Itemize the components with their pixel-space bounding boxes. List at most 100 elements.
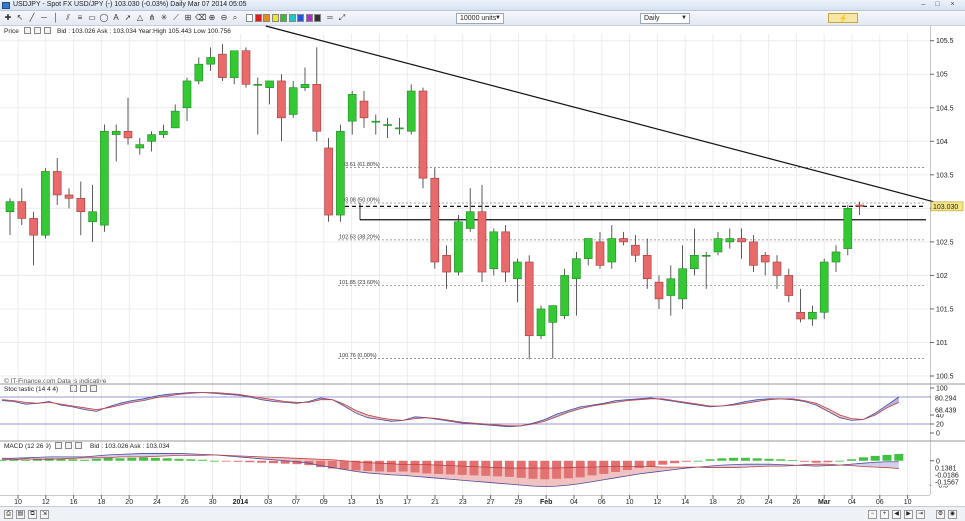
save-icon[interactable]: ▤ xyxy=(16,510,25,519)
panel-close-icon[interactable] xyxy=(80,385,87,392)
minimize-icon[interactable]: – xyxy=(921,1,926,8)
candle xyxy=(159,130,168,135)
fib-level-label: 103.08 (50.00%) xyxy=(339,197,380,203)
expand-tool-icon[interactable]: ⤢ xyxy=(338,13,346,22)
candle xyxy=(631,244,640,256)
candle xyxy=(147,134,156,142)
candle xyxy=(772,261,782,276)
panel-settings-icon[interactable] xyxy=(55,442,62,449)
macd-fill xyxy=(556,467,569,487)
text-tool-icon[interactable]: A xyxy=(113,13,119,22)
macd-histogram-bar xyxy=(445,460,455,475)
macd-histogram-bar xyxy=(68,459,78,461)
settings-icon[interactable]: ⚙ xyxy=(936,510,945,519)
color-swatch[interactable] xyxy=(297,14,304,22)
x-tick-label: 24 xyxy=(153,499,161,506)
color-swatch[interactable] xyxy=(246,14,253,22)
print-icon[interactable]: ⎙ xyxy=(4,510,13,519)
macd-fill xyxy=(131,453,144,457)
zoom-out-icon[interactable]: − xyxy=(868,510,877,519)
panel-close-icon[interactable] xyxy=(34,27,41,34)
candle xyxy=(64,194,74,199)
channel-tool-icon[interactable]: ⫽ xyxy=(66,13,70,22)
erase-tool-icon[interactable]: ⌫ xyxy=(195,13,207,22)
color-swatch[interactable] xyxy=(271,14,279,22)
search-icon[interactable]: ⌕ xyxy=(232,13,238,22)
color-swatch[interactable] xyxy=(305,14,313,22)
macd-histogram-bar xyxy=(198,459,208,461)
macd-fill xyxy=(568,467,581,486)
macd-histogram-bar xyxy=(587,460,597,476)
color-swatch[interactable] xyxy=(314,14,321,22)
macd-histogram-bar xyxy=(634,460,644,469)
close-icon[interactable]: × xyxy=(950,1,955,8)
trend-tool-icon[interactable]: ⟋ xyxy=(173,13,179,22)
vline-tool-icon[interactable]: │ xyxy=(53,13,59,22)
macd-histogram-bar xyxy=(504,460,514,477)
candle xyxy=(300,83,310,88)
value-label-bg xyxy=(931,471,955,479)
units-select[interactable]: 10000 units ▼ xyxy=(456,13,504,24)
panel-settings-icon[interactable] xyxy=(24,27,31,34)
color-swatch[interactable] xyxy=(263,14,270,22)
ellipse-tool-icon[interactable]: ◯ xyxy=(99,13,109,22)
scroll-right-icon[interactable]: ▶ xyxy=(904,510,913,519)
zoom-out-icon[interactable]: ⊖ xyxy=(220,13,228,22)
pitchfork-tool-icon[interactable]: ⋔ xyxy=(148,13,156,22)
window-title: USDJPY - Spot FX USD/JPY (-) 103.030 (-0… xyxy=(13,1,247,8)
candle xyxy=(454,221,463,273)
fib-level-label: 101.85 (23.60%) xyxy=(339,280,380,286)
statusbar: ⎙ ▤ ⧉ ⇲ − + ◀ ▶ ⇥ ⚙ ◉ xyxy=(0,506,965,521)
cursor-icon[interactable]: ↖ xyxy=(16,13,24,22)
arrow-tool-icon[interactable]: ➚ xyxy=(124,13,132,22)
maximize-icon[interactable]: □ xyxy=(935,1,940,8)
camera-icon[interactable]: ◉ xyxy=(948,510,957,519)
y-tick-label: 104.5 xyxy=(936,105,954,112)
line-tool-icon[interactable]: ╱ xyxy=(29,13,35,22)
rect-tool-icon[interactable]: ▭ xyxy=(88,13,96,22)
zoom-in-icon[interactable]: + xyxy=(880,510,889,519)
export-icon[interactable]: ⇲ xyxy=(40,510,49,519)
scroll-end-icon[interactable]: ⇥ xyxy=(916,510,925,519)
signals-icon[interactable]: ⚡ xyxy=(828,13,858,23)
panel-maximize-icon[interactable] xyxy=(44,27,51,34)
stochastic-fill xyxy=(887,397,899,408)
candle xyxy=(76,197,86,213)
macd-histogram-bar xyxy=(115,458,125,461)
color-swatch[interactable] xyxy=(288,14,296,22)
candle xyxy=(288,87,298,115)
zoom-in-icon[interactable]: ⊕ xyxy=(208,13,216,22)
color-swatch[interactable] xyxy=(254,14,262,22)
macd-histogram-bar xyxy=(32,458,42,461)
macd-histogram-bar xyxy=(245,460,255,463)
line-style-icon[interactable]: ═ xyxy=(327,13,333,22)
hline-tool-icon[interactable]: ─ xyxy=(41,13,47,22)
measure-tool-icon[interactable]: ⊞ xyxy=(184,13,192,22)
units-select-value: 10000 units xyxy=(460,15,497,22)
panel-maximize-icon[interactable] xyxy=(90,385,97,392)
triangle-tool-icon[interactable]: △ xyxy=(136,13,144,22)
copy-icon[interactable]: ⧉ xyxy=(28,510,37,519)
macd-histogram-bar xyxy=(257,460,267,463)
macd-histogram-bar xyxy=(327,460,337,469)
current-price-tag xyxy=(930,201,964,212)
gann-tool-icon[interactable]: ✳ xyxy=(160,13,168,22)
x-tick-label: 17 xyxy=(403,499,411,506)
period-select[interactable]: Daily ▼ xyxy=(640,13,690,24)
x-tick-label: 06 xyxy=(598,499,606,506)
macd-histogram-bar xyxy=(150,457,160,461)
panel-close-icon[interactable] xyxy=(65,442,72,449)
macd-fill xyxy=(509,468,522,486)
stochastic-fill xyxy=(120,400,132,406)
window-titlebar: USDJPY - Spot FX USD/JPY (-) 103.030 (-0… xyxy=(0,0,965,11)
fib-tool-icon[interactable]: ≡ xyxy=(77,13,83,22)
x-tick-label: 10 xyxy=(626,499,634,506)
crosshair-icon[interactable]: ✚ xyxy=(4,13,12,22)
macd-panel-quote: Bid : 103.026 Ask : 103.034 xyxy=(90,443,170,450)
panel-maximize-icon[interactable] xyxy=(75,442,82,449)
scroll-left-icon[interactable]: ◀ xyxy=(892,510,901,519)
x-tick-label: 21 xyxy=(431,499,439,506)
fib-level-label: 102.53 (38.20%) xyxy=(339,234,380,240)
color-swatch[interactable] xyxy=(280,14,287,22)
